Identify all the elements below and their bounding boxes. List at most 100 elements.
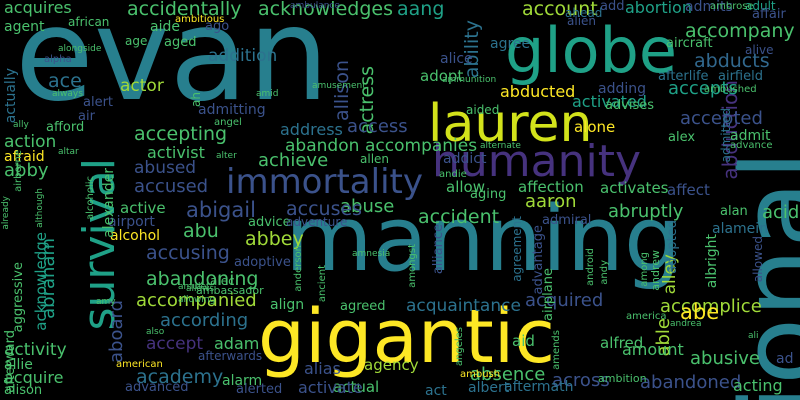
cloud-word: acquired (525, 290, 604, 311)
cloud-word: angel (214, 117, 242, 128)
cloud-word: adventure (286, 215, 348, 229)
cloud-word: abandon (285, 136, 360, 156)
cloud-word: andy (599, 260, 610, 285)
cloud-word: advance (730, 140, 773, 151)
cloud-word: ad (776, 351, 794, 367)
cloud-word: african (68, 15, 110, 29)
cloud-word: accept (146, 334, 204, 354)
cloud-word: allowing (178, 295, 216, 305)
cloud-word: acknowledge (32, 232, 50, 331)
cloud-word: aboard (106, 300, 127, 364)
cloud-word: acquaintance (406, 296, 521, 316)
cloud-word: activity (4, 340, 67, 360)
cloud-word: abandoning (146, 268, 259, 290)
cloud-word: america (626, 311, 667, 322)
cloud-word: acknowledges (258, 0, 393, 20)
cloud-word: aircraft (666, 36, 713, 51)
cloud-word: advice (248, 215, 291, 230)
cloud-word: agency (364, 356, 419, 374)
cloud-word: always (52, 89, 83, 99)
cloud-word: according (160, 310, 249, 331)
cloud-word: gigantic (258, 294, 556, 380)
cloud-word: affection (518, 178, 584, 196)
cloud-word: adoptive (234, 255, 291, 270)
cloud-word: adopted (665, 220, 680, 274)
cloud-word: activate (298, 378, 363, 397)
cloud-word: already (1, 196, 11, 230)
cloud-word: alcoholic (85, 176, 96, 221)
cloud-word: aid (512, 332, 535, 350)
cloud-word: act (425, 383, 447, 399)
cloud-word: alamein (712, 221, 769, 237)
cloud-word: across (552, 370, 610, 391)
cloud-word: ancient (317, 265, 328, 303)
cloud-word: abe (680, 300, 720, 324)
cloud-word: alpha (44, 54, 72, 65)
cloud-word: accepted (680, 108, 763, 129)
cloud-word: alone (574, 118, 616, 136)
cloud-word: amount (622, 340, 684, 359)
cloud-word: accepts (668, 78, 738, 99)
cloud-word: action (4, 132, 57, 152)
cloud-word: accused (134, 176, 209, 197)
cloud-word: admits (685, 0, 733, 15)
cloud-word: amends (551, 330, 562, 370)
cloud-word: abusive (690, 348, 760, 369)
cloud-word: add (600, 0, 625, 14)
cloud-word: allow (446, 178, 485, 196)
cloud-word: abused (134, 158, 197, 178)
cloud-word: ambush (460, 369, 501, 380)
cloud-word: albert (468, 380, 510, 396)
cloud-word: alan (720, 204, 748, 219)
cloud-word: afterward (3, 330, 18, 393)
cloud-word: aged (164, 35, 197, 50)
cloud-word: activist (147, 143, 205, 162)
cloud-word: addition (208, 46, 278, 66)
cloud-word: alerted (236, 382, 283, 397)
cloud-word: advanced (125, 380, 189, 395)
cloud-word: allie (4, 357, 33, 373)
cloud-word: acid (762, 202, 800, 223)
cloud-word: amy (96, 297, 116, 307)
cloud-word: admitting (198, 102, 266, 118)
cloud-word: alice (440, 51, 473, 67)
cloud-word: angeles (454, 327, 465, 367)
cloud-word: ahead (565, 6, 603, 20)
cloud-word: andrea (670, 319, 702, 329)
cloud-word: advantage (531, 225, 546, 295)
cloud-word: allen (360, 152, 390, 166)
cloud-word: airport (108, 214, 155, 230)
cloud-word: alias (304, 359, 341, 378)
cloud-word: alex (668, 130, 696, 145)
cloud-word: lauren (428, 94, 593, 154)
cloud-word: admit (730, 128, 771, 144)
cloud-word: alert (83, 95, 114, 110)
cloud-word: adopt (420, 67, 464, 85)
cloud-word: abbey (245, 228, 304, 250)
cloud-word: accident (418, 206, 500, 228)
cloud-word: airfield (718, 69, 763, 84)
cloud-word: although (35, 188, 45, 228)
cloud-word: ammunition (442, 75, 497, 85)
cloud-word: age (125, 34, 148, 48)
cloud-word: humanity (432, 136, 641, 187)
cloud-word: acquires (4, 0, 72, 17)
cloud-word: alternate (480, 141, 521, 151)
cloud-word: actually (3, 68, 19, 124)
cloud-word: aide (150, 19, 180, 35)
cloud-word: actual (333, 378, 380, 396)
cloud-word: achieve (258, 150, 329, 171)
cloud-word: addict (443, 151, 487, 167)
cloud-word: alien (567, 14, 597, 28)
cloud-word: amnesia (352, 249, 391, 259)
cloud-word: active (120, 199, 166, 217)
cloud-word: ability (461, 20, 483, 79)
cloud-word: academy (136, 366, 224, 388)
cloud-word: adam (214, 334, 260, 353)
cloud-word: android (585, 248, 596, 286)
cloud-word: ambulance (290, 1, 340, 11)
cloud-word: immortality (226, 162, 423, 202)
cloud-word: ambassador (196, 284, 264, 297)
cloud-word: account (522, 0, 598, 20)
cloud-word: aided (466, 103, 500, 117)
